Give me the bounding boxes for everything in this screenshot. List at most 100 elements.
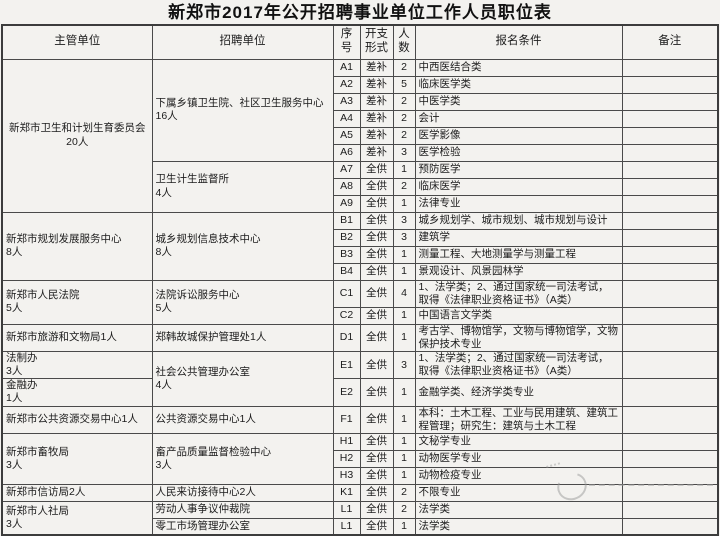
column-header: 主管单位 (1, 24, 153, 60)
table-cell: 全供 (359, 177, 394, 196)
table-cell: 文秘学专业 (414, 432, 623, 451)
table-cell (621, 466, 719, 485)
table-cell: 全供 (359, 211, 394, 230)
column-header: 报名条件 (414, 24, 623, 60)
table-cell: 全供 (359, 160, 394, 179)
table-cell (621, 245, 719, 264)
table-cell: 全供 (359, 350, 394, 380)
table-cell (621, 211, 719, 230)
table-cell: E1 (332, 350, 361, 380)
column-header: 人 数 (392, 24, 416, 60)
table-cell: A7 (332, 160, 361, 179)
table-cell: A3 (332, 92, 361, 111)
table-cell: A1 (332, 58, 361, 77)
table-cell: F1 (332, 405, 361, 434)
table-cell: 2 (392, 58, 416, 77)
table-cell: 金融办 1人 (1, 378, 153, 407)
table-cell (621, 279, 719, 308)
table-cell: 1 (392, 160, 416, 179)
table-cell (621, 350, 719, 380)
table-cell: 差补 (359, 58, 394, 77)
table-cell: 临床医学类 (414, 75, 623, 94)
table-cell: 中西医结合类 (414, 58, 623, 77)
table-cell (621, 92, 719, 111)
table-cell: 社会公共管理办公室 4人 (151, 351, 334, 407)
table-cell: 差补 (359, 92, 394, 111)
table-cell (621, 228, 719, 247)
table-cell: 动物检疫专业 (414, 466, 623, 485)
table-row: C2 全供 1 中国语言文学类 (2, 306, 719, 325)
table-cell: A9 (332, 194, 361, 213)
table-cell: 1 (392, 245, 416, 264)
table-cell: 新郑市信访局2人 (1, 483, 153, 502)
table-cell: 1 (392, 262, 416, 281)
table-body: 新郑市卫生和计划生育委员会 20人 下属乡镇卫生院、社区卫生服务中心 16人 A1 差… (1, 58, 719, 536)
table-cell: 1 (392, 517, 416, 536)
table-cell: 考古学、博物馆学，文物与博物馆学，文物保护技术专业 (414, 323, 623, 353)
table-cell: 城乡规划信息技术中心 8人 (151, 211, 334, 281)
table-row: 新郑市公共资源交易中心1人 公共资源交易中心1人 F1 全供 1 本科：土木工程、工业与民… (1, 405, 719, 434)
table-cell: 医学影像 (414, 126, 623, 145)
table-cell: 全供 (359, 378, 394, 407)
table-cell: 城乡规划学、城市规划、城市规划与设计 (414, 211, 623, 230)
table-cell: K1 (332, 483, 361, 502)
table-cell: 测量工程、大地测量学与测量工程 (414, 245, 623, 264)
table-cell: 劳动人事争议仲裁院 (151, 500, 334, 519)
table-row: 法制办 3人 社会公共管理办公室 4人 E1 全供 3 1、法学类；2、通过国家统一司法考… (1, 350, 719, 407)
table-cell: 会计 (414, 109, 623, 128)
table-row: 新郑市卫生和计划生育委员会 20人 下属乡镇卫生院、社区卫生服务中心 16人 A1 差… (1, 58, 719, 213)
table-cell: A8 (332, 177, 361, 196)
table-cell: 1 (392, 194, 416, 213)
table-row: 金融办 1人 E2 全供 1 金融学类、经济学类专业 (1, 378, 719, 407)
table-cell (621, 405, 719, 434)
table-cell: 1、法学类；2、通过国家统一司法考试，取得《法律职业资格证书》（A类） (414, 350, 623, 380)
table-cell: B3 (332, 245, 361, 264)
page-title: 新郑市2017年公开招聘事业单位工作人员职位表 (168, 3, 552, 22)
table-cell: 1、法学类；2、通过国家统一司法考试，取得《法律职业资格证书》（A类） (414, 279, 623, 308)
table-cell: E2 (332, 378, 361, 407)
table-cell: 1 (392, 449, 416, 468)
table-cell: 临床医学 (414, 177, 623, 196)
table-cell: 全供 (359, 262, 394, 281)
table-cell: 新郑市规划发展服务中心 8人 (1, 211, 153, 281)
table-cell: 全供 (359, 306, 394, 325)
table-cell: B1 (332, 211, 361, 230)
table-cell: 新郑市公共资源交易中心1人 (1, 405, 153, 434)
table-cell: L1 (332, 500, 361, 519)
table-cell (621, 143, 719, 162)
table-cell: 郑韩故城保护管理处1人 (151, 323, 334, 353)
table-cell (621, 306, 719, 325)
table-cell: A6 (332, 143, 361, 162)
table-cell: 全供 (359, 483, 394, 502)
table-cell: 金融学类、经济学类专业 (414, 378, 623, 407)
table-cell: 预防医学 (414, 160, 623, 179)
table-cell: 1 (392, 432, 416, 451)
table-row: A4 差补 2 会计 (2, 109, 719, 128)
table-cell: H1 (332, 432, 361, 451)
table-cell: 全供 (359, 517, 394, 536)
table-cell: 3 (392, 228, 416, 247)
table-cell: 2 (392, 483, 416, 502)
table-cell: 下属乡镇卫生院、社区卫生服务中心 16人 (151, 58, 334, 162)
table-cell: B4 (332, 262, 361, 281)
table-row: 新郑市畜牧局 3人 畜产品质量监督检验中心 3人 H1 全供 1 文秘学专业 (1, 432, 719, 485)
table-row: 新郑市旅游和文物局1人 郑韩故城保护管理处1人 D1 全供 1 考古学、博物馆学，文物与博… (1, 323, 719, 353)
positions-table: 主管单位 招聘单位序 号开支 形式人 数报名条件 备注 新郑市卫生和计划生育委员会 … (1, 24, 719, 536)
table-cell: 1 (392, 306, 416, 325)
table-cell: 2 (392, 92, 416, 111)
table-cell: 全供 (359, 449, 394, 468)
table-cell: 全供 (359, 323, 394, 353)
table-cell: 全供 (359, 194, 394, 213)
table-cell: L1 (332, 517, 361, 536)
table-cell (621, 432, 719, 451)
table-cell: A2 (332, 75, 361, 94)
table-cell: 差补 (359, 75, 394, 94)
table-cell (621, 58, 719, 77)
column-header: 备注 (621, 24, 719, 60)
table-cell: 法学类 (414, 500, 623, 519)
table-cell: 卫生计生监督所 4人 (151, 160, 334, 213)
table-row: 新郑市规划发展服务中心 8人 城乡规划信息技术中心 8人 B1 全供 3 城乡规划学、城市… (1, 211, 719, 281)
table-cell: C2 (332, 306, 361, 325)
table-cell: 差补 (359, 143, 394, 162)
